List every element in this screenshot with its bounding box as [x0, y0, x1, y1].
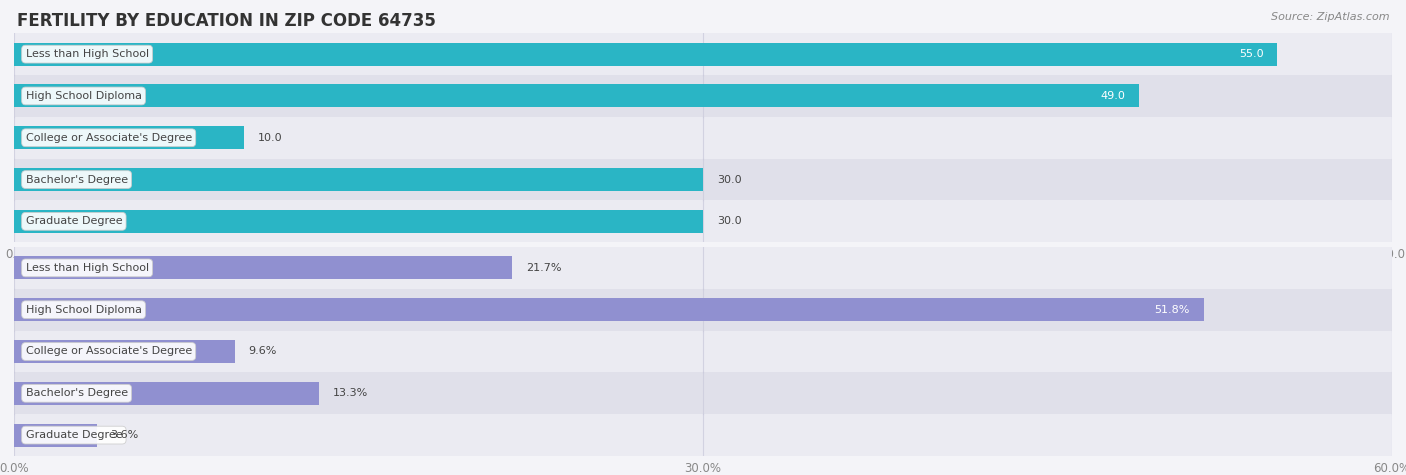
Text: Less than High School: Less than High School: [25, 263, 149, 273]
Text: FERTILITY BY EDUCATION IN ZIP CODE 64735: FERTILITY BY EDUCATION IN ZIP CODE 64735: [17, 12, 436, 30]
Bar: [14, 85, 1139, 107]
FancyBboxPatch shape: [14, 289, 1392, 331]
Text: Graduate Degree: Graduate Degree: [25, 430, 122, 440]
Bar: [14, 256, 512, 279]
Bar: [14, 382, 319, 405]
FancyBboxPatch shape: [14, 331, 1392, 372]
Text: 21.7%: 21.7%: [526, 263, 561, 273]
FancyBboxPatch shape: [14, 117, 1392, 159]
Text: Bachelor's Degree: Bachelor's Degree: [25, 388, 128, 399]
Text: Bachelor's Degree: Bachelor's Degree: [25, 174, 128, 185]
FancyBboxPatch shape: [14, 75, 1392, 117]
Bar: [14, 168, 703, 191]
Text: 30.0: 30.0: [717, 216, 741, 227]
FancyBboxPatch shape: [14, 414, 1392, 456]
Text: Less than High School: Less than High School: [25, 49, 149, 59]
Text: Source: ZipAtlas.com: Source: ZipAtlas.com: [1271, 12, 1389, 22]
Bar: [14, 340, 235, 363]
FancyBboxPatch shape: [14, 247, 1392, 289]
Text: College or Associate's Degree: College or Associate's Degree: [25, 133, 191, 143]
FancyBboxPatch shape: [14, 372, 1392, 414]
FancyBboxPatch shape: [14, 33, 1392, 75]
Bar: [14, 210, 703, 233]
Text: High School Diploma: High School Diploma: [25, 91, 142, 101]
Bar: [14, 126, 243, 149]
FancyBboxPatch shape: [14, 159, 1392, 200]
Text: 3.6%: 3.6%: [111, 430, 139, 440]
Text: 10.0: 10.0: [257, 133, 283, 143]
Bar: [14, 43, 1277, 66]
Text: 51.8%: 51.8%: [1154, 304, 1189, 315]
Text: 49.0: 49.0: [1101, 91, 1126, 101]
FancyBboxPatch shape: [14, 200, 1392, 242]
Bar: [14, 424, 97, 446]
Bar: [14, 298, 1204, 321]
Text: 13.3%: 13.3%: [333, 388, 368, 399]
Text: High School Diploma: High School Diploma: [25, 304, 142, 315]
Text: 55.0: 55.0: [1239, 49, 1264, 59]
Text: 30.0: 30.0: [717, 174, 741, 185]
Text: Graduate Degree: Graduate Degree: [25, 216, 122, 227]
Text: 9.6%: 9.6%: [249, 346, 277, 357]
Text: College or Associate's Degree: College or Associate's Degree: [25, 346, 191, 357]
